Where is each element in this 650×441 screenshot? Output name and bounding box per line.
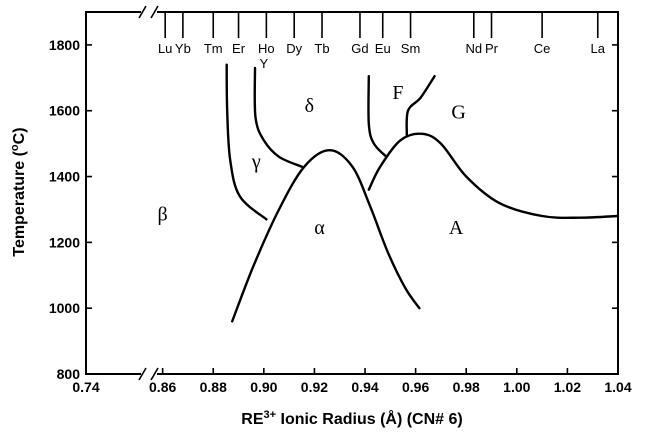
- y-tick-label: 1600: [49, 103, 80, 119]
- element-label: Ho: [258, 41, 275, 56]
- x-axis-title: RE3+ Ionic Radius (Å) (CN# 6): [241, 409, 462, 428]
- y-tick-label: 1200: [49, 234, 80, 250]
- x-tick-label: 0.92: [301, 379, 328, 395]
- x-tick-label: 0.88: [200, 379, 227, 395]
- phase-boundary-1: [225, 63, 268, 221]
- phase-label: γ: [251, 151, 261, 173]
- y-axis-title: Temperature (oC): [9, 127, 28, 256]
- phase-labels: β γ δ F Gα A: [158, 82, 466, 239]
- x-tick-label: 0.94: [351, 379, 378, 395]
- y-tick-label: 800: [57, 366, 81, 382]
- phase-boundary-4: [367, 132, 620, 220]
- element-label: Y: [260, 56, 269, 71]
- element-label: La: [591, 41, 606, 56]
- y-tick-label: 1400: [49, 169, 80, 185]
- element-ticks: ScLuYbTmErHoYDyTbGdEuSmNdPrCeLa: [158, 12, 606, 71]
- phase-boundary-3: [231, 149, 421, 323]
- element-label: Eu: [375, 41, 391, 56]
- plot-frame: [85, 11, 619, 375]
- phase-label: G: [451, 102, 465, 124]
- phase-label: δ: [305, 95, 314, 117]
- y-ticks: 800 1000 1200 1400 1600 1800: [49, 37, 618, 382]
- element-label: Yb: [175, 41, 191, 56]
- x-tick-label: 0.74: [72, 379, 99, 395]
- element-label: Sm: [401, 41, 421, 56]
- element-label: Gd: [351, 41, 368, 56]
- phase-boundary-2: [253, 66, 303, 168]
- x-tick-label: 0.90: [250, 379, 277, 395]
- element-label: Tm: [204, 41, 223, 56]
- phase-label: F: [392, 82, 403, 104]
- element-label: Ce: [534, 41, 551, 56]
- element-label: Nd: [465, 41, 482, 56]
- axis-break-bottom: [138, 367, 159, 381]
- phase-boundaries: [225, 63, 620, 323]
- element-label: Pr: [485, 41, 499, 56]
- y-tick-label: 1000: [49, 300, 80, 316]
- phase-label: α: [314, 217, 325, 239]
- element-label: Lu: [158, 41, 172, 56]
- axis-break-top: [138, 5, 159, 19]
- x-ticks: 0.74 0.86 0.88 0.90 0.92 0.94 0.96 0.98 1.00 1.02…: [72, 368, 632, 395]
- element-label: Tb: [314, 41, 329, 56]
- plot-frame-group: [85, 5, 619, 381]
- x-tick-label: 0.98: [453, 379, 480, 395]
- phase-label: β: [158, 204, 168, 226]
- element-label: Er: [232, 41, 246, 56]
- phase-label: A: [449, 217, 464, 239]
- phase-boundary-5: [367, 75, 388, 158]
- x-tick-label: 0.96: [402, 379, 429, 395]
- x-tick-label: 1.04: [604, 379, 631, 395]
- element-label: Dy: [286, 41, 302, 56]
- x-tick-label: 0.86: [149, 379, 176, 395]
- x-tick-label: 1.00: [503, 379, 530, 395]
- x-tick-label: 1.02: [554, 379, 581, 395]
- phase-boundary-6: [405, 75, 436, 137]
- y-tick-label: 1800: [49, 37, 80, 53]
